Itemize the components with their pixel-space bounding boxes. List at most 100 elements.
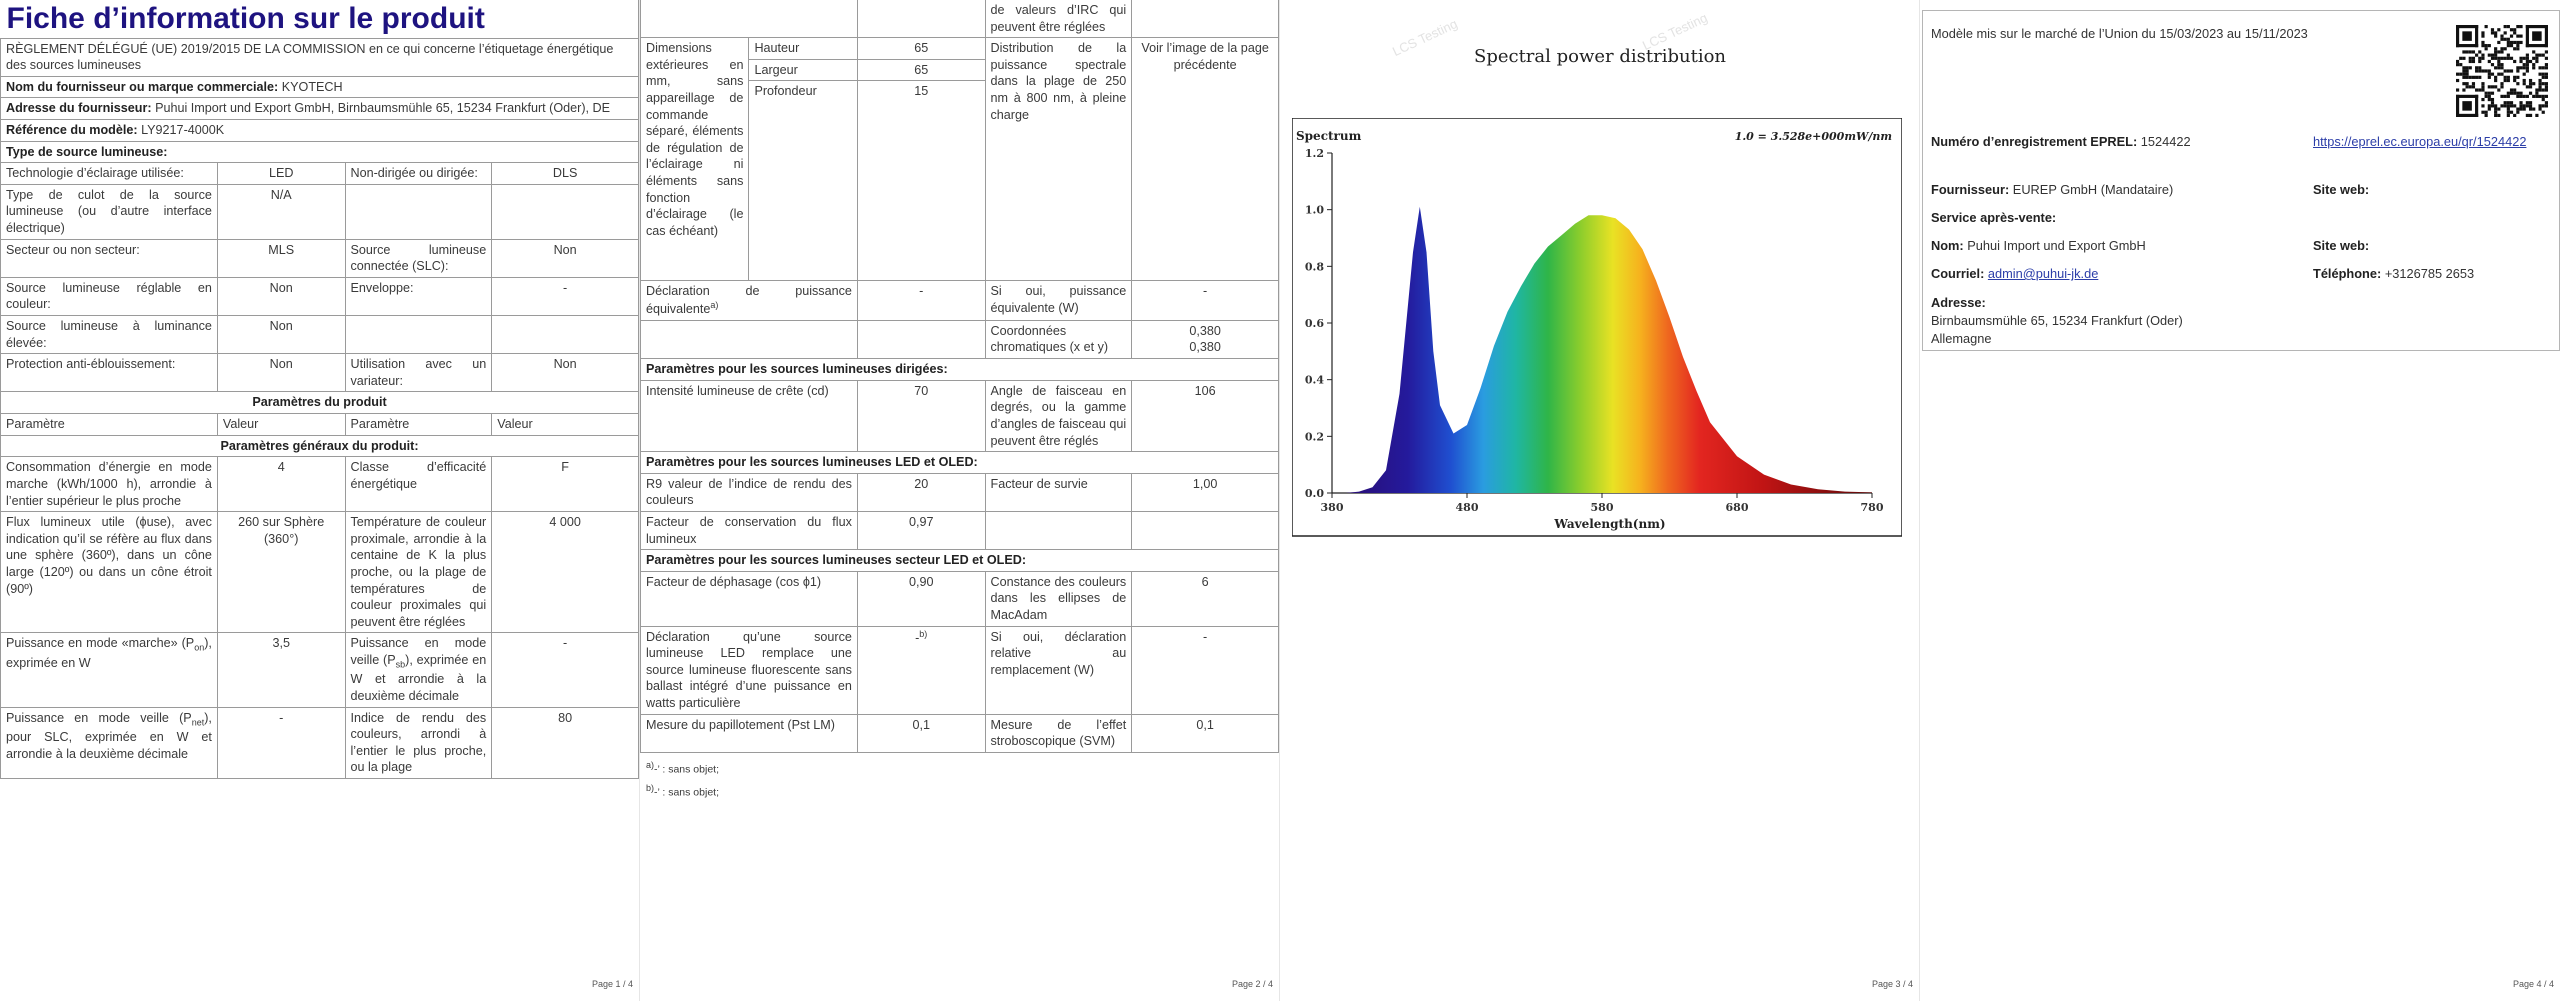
eprel-link[interactable]: https://eprel.ec.europa.eu/qr/1524422 (2313, 134, 2527, 149)
cell-value: - (216, 706, 346, 780)
light-type-heading: Type de source lumineuse: (0, 140, 639, 164)
cell-value: LED (216, 162, 346, 185)
model-ref-value: LY9217-4000K (141, 122, 225, 137)
label-part: ), exprimée en W (6, 636, 212, 670)
phone-value: +3126785 2653 (2384, 266, 2475, 281)
column-header: Valeur (491, 413, 639, 436)
footnote-text: -’ : sans objet; (654, 763, 719, 776)
dim-name: Largeur (748, 58, 858, 82)
supplier-address-value: Puhui Import und Export GmbH, Birnbaumsm… (155, 101, 611, 116)
table-row: Consommation d’énergie en mode marche (k… (0, 456, 639, 513)
label-part: ), pour SLC, exprimée en W et arrondie à… (6, 710, 212, 761)
empty-cell (640, 319, 858, 360)
table-row: Protection anti-éblouissement: Non Utili… (0, 353, 639, 393)
footnote-a: a)-’ : sans objet; (646, 757, 1273, 780)
cell-value: 260 sur Sphère (360°) (216, 511, 346, 634)
cell-value: 0,1 (1131, 713, 1279, 753)
supplier-value: EUREP GmbH (Mandataire) (2012, 182, 2174, 197)
name-value: Puhui Import und Export GmbH (1967, 238, 2146, 253)
cell-value: Non (216, 315, 346, 355)
cell-value: - (491, 276, 639, 317)
supplier-address-label: Adresse du fournisseur: (6, 101, 152, 116)
tick-layer: 380 480 580 680 780 0.0 0.2 0.4 0.6 0.8 1.0 1.2 (1305, 147, 1884, 514)
cell-label: Flux lumineux utile (ϕuse), avec indicat… (0, 511, 218, 634)
column-header: Paramètre (344, 413, 493, 436)
cell-label: Facteur de conservation du flux lumineux (640, 510, 858, 551)
service-name-row: Nom: Puhui Import und Export GmbH (1931, 237, 2146, 255)
cell-value: 70 (856, 379, 986, 453)
footnote-b: b)-’ : sans objet; (646, 780, 1273, 803)
cell-value: Non (216, 276, 346, 317)
address-line-1: Birnbaumsmühle 65, 15234 Frankfurt (Oder… (1931, 313, 2183, 328)
cell-label: Non-dirigée ou dirigée: (344, 162, 493, 185)
qr-code-icon[interactable] (2456, 25, 2548, 117)
footnote-mark: a) (646, 759, 655, 770)
cell-label (344, 315, 493, 355)
y-tick-label: 1.0 (1305, 204, 1324, 217)
cell-value: - (856, 280, 986, 321)
table-row: Type de culot de la source lumineuse (ou… (0, 183, 639, 240)
chart-title: Spectral power distribution (1473, 46, 1727, 67)
column-header: Valeur (216, 413, 346, 436)
cell-label: Puissance en mode «marche» (Pon), exprim… (0, 632, 218, 708)
cell-label: Si oui, déclaration relative au remplace… (984, 625, 1133, 715)
mains-heading: Paramètres pour les sources lumineuses s… (640, 549, 1279, 572)
cell-value: Non (491, 238, 639, 278)
table-row: Dimensions extérieures en mm, sans appar… (640, 37, 1279, 282)
cell-label: Source lumineuse connectée (SLC): (344, 238, 493, 278)
cell-label: Angle de faisceau en degrés, ou la gamme… (984, 379, 1133, 453)
cell-label: Si oui, puissance équivalente (W) (984, 280, 1133, 321)
led-heading: Paramètres pour les sources lumineuses L… (640, 451, 1279, 474)
phone-label: Téléphone: (2313, 266, 2382, 281)
address-line-2: Allemagne (1931, 331, 1992, 346)
cell-value: 1,00 (1131, 472, 1279, 512)
cell-value: 106 (1131, 379, 1279, 453)
cell-value: 0,97 (856, 510, 986, 551)
table-row: Intensité lumineuse de crête (cd) 70 Ang… (640, 379, 1279, 453)
service-label: Service après-vente: (1931, 210, 2057, 225)
phone-row: Téléphone: +3126785 2653 (2313, 265, 2474, 283)
x-tick-label: 380 (1321, 501, 1344, 514)
regulation-text: RÈGLEMENT DÉLÉGUÉ (UE) 2019/2015 DE LA C… (0, 37, 639, 77)
chart-annotation: 1.0 = 3.528e+000mW/nm (1735, 130, 1892, 143)
cell-value (491, 315, 639, 355)
cell-label: de valeurs d’IRC qui peuvent être réglée… (984, 0, 1133, 39)
eprel-value: 1524422 (2140, 134, 2191, 149)
table-row: Déclaration de puissance équivalentea) -… (640, 280, 1279, 321)
email-link[interactable]: admin@puhui-jk.de (1987, 266, 2099, 281)
email-label: Courriel: (1931, 266, 1985, 281)
page-title: Fiche d’information sur le produit (0, 0, 639, 39)
cell-label: Source lumineuse à luminance élevée: (0, 315, 218, 355)
cell-label: Type de culot de la source lumineuse (ou… (0, 183, 218, 240)
table-row: Flux lumineux utile (ϕuse), avec indicat… (0, 511, 639, 634)
cell-value: F (491, 456, 639, 513)
label-part: Puissance en mode veille (P (350, 636, 487, 667)
model-ref-label: Référence du modèle: (6, 122, 138, 137)
table-row: Technologie d’éclairage utilisée: LED No… (0, 162, 639, 185)
empty-cell (984, 510, 1133, 551)
cell-value: 80 (491, 706, 639, 780)
supplier-info-box: Modèle mis sur le marché de l’Union du 1… (1922, 10, 2560, 351)
cell-label: Déclaration qu’une source lumineuse LED … (640, 625, 858, 715)
cell-value: -b) (856, 625, 986, 715)
table-row: de valeurs d’IRC qui peuvent être réglée… (640, 0, 1279, 39)
cell-value: 0,1 (856, 713, 986, 753)
footnote-ref: a) (710, 300, 719, 311)
subscript: sb (395, 659, 406, 670)
name-label: Nom: (1931, 238, 1964, 253)
supplier-name-row: Nom du fournisseur ou marque commerciale… (0, 75, 639, 99)
eprel-row: Numéro d’enregistrement EPREL: 1524422 (1931, 133, 2191, 151)
email-row: Courriel: admin@puhui-jk.de (1931, 265, 2098, 283)
table-row: Puissance en mode veille (Pnet), pour SL… (0, 706, 639, 780)
chroma-x: 0,380 (1189, 323, 1221, 338)
cell-value: - (491, 632, 639, 708)
table-row: Mesure du papillotement (Pst LM) 0,1 Mes… (640, 713, 1279, 753)
footnote-ref: b) (919, 628, 928, 639)
cell-label: Classe d’efficacité énergétique (344, 456, 493, 513)
cell-label: Consommation d’énergie en mode marche (k… (0, 456, 218, 513)
y-tick-label: 0.2 (1305, 430, 1324, 443)
cell-label: Enveloppe: (344, 276, 493, 317)
cell-label: R9 valeur de l’indice de rendu des coule… (640, 472, 858, 512)
directed-heading: Paramètres pour les sources lumineuses d… (640, 358, 1279, 381)
cell-label: Puissance en mode veille (Pnet), pour SL… (0, 706, 218, 780)
